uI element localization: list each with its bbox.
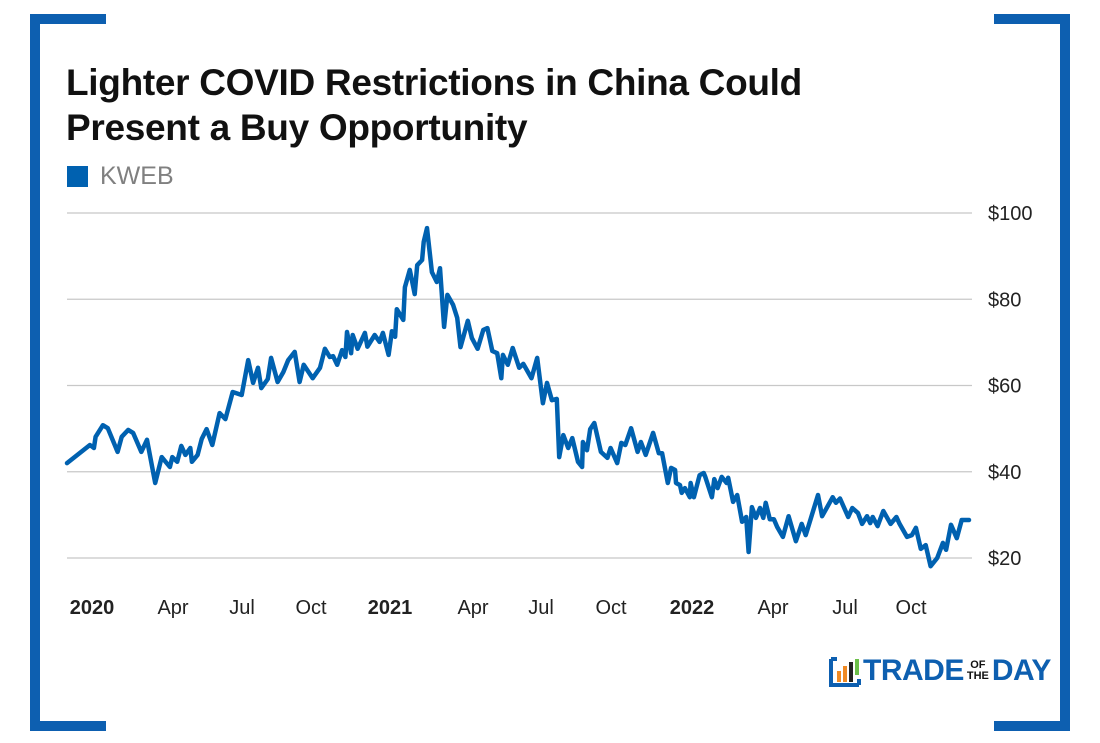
y-tick-label: $20 bbox=[988, 548, 1021, 570]
chart-title: Lighter COVID Restrictions in China Coul… bbox=[66, 60, 802, 150]
y-tick-label: $100 bbox=[988, 203, 1033, 225]
x-tick-label: Apr bbox=[757, 597, 788, 619]
x-tick-label: Apr bbox=[457, 597, 488, 619]
x-axis-labels: 2020 Apr Jul Oct 2021 Apr Jul Oct 2022 Apr Jul Oct bbox=[70, 597, 927, 619]
x-tick-label: Jul bbox=[832, 597, 858, 619]
chart-title-line-1: Lighter COVID Restrictions in China Coul… bbox=[66, 62, 802, 103]
frame-right-bottom-arm bbox=[994, 721, 1070, 731]
trade-of-the-day-logo: TRADE OF THE DAY bbox=[829, 655, 1051, 687]
x-tick-label: 2021 bbox=[368, 597, 413, 619]
x-tick-label: Oct bbox=[895, 597, 927, 619]
x-tick-label: Oct bbox=[595, 597, 627, 619]
legend-swatch bbox=[67, 166, 88, 187]
x-tick-label: Jul bbox=[229, 597, 255, 619]
x-tick-label: Apr bbox=[157, 597, 188, 619]
frame-left-bar bbox=[30, 14, 40, 731]
logo-of-the: OF THE bbox=[967, 660, 989, 682]
series-lines bbox=[64, 225, 972, 569]
y-axis-labels: $100 $80 $60 $40 $20 bbox=[988, 203, 1033, 570]
gridlines bbox=[67, 212, 972, 559]
x-tick-label: Oct bbox=[295, 597, 327, 619]
logo-of: OF bbox=[970, 659, 986, 671]
frame-left-bottom-arm bbox=[30, 721, 106, 731]
logo-word-trade: TRADE bbox=[863, 654, 964, 687]
logo-the: THE bbox=[966, 670, 989, 682]
series-line-kweb bbox=[64, 225, 972, 569]
legend: KWEB bbox=[67, 162, 174, 191]
x-tick-label: 2020 bbox=[70, 597, 115, 619]
bar-chart-logo-icon bbox=[829, 657, 861, 687]
y-tick-label: $80 bbox=[988, 289, 1021, 311]
x-tick-label: 2022 bbox=[670, 597, 715, 619]
frame-left-top-arm bbox=[30, 14, 106, 24]
logo-word-day: DAY bbox=[991, 654, 1052, 687]
y-tick-label: $40 bbox=[988, 462, 1021, 484]
x-tick-label: Jul bbox=[528, 597, 554, 619]
legend-label: KWEB bbox=[100, 162, 174, 190]
y-tick-label: $60 bbox=[988, 376, 1021, 398]
frame-right-top-arm bbox=[994, 14, 1070, 24]
chart-title-line-2: Present a Buy Opportunity bbox=[66, 107, 528, 148]
frame-right-bar bbox=[1060, 14, 1070, 731]
